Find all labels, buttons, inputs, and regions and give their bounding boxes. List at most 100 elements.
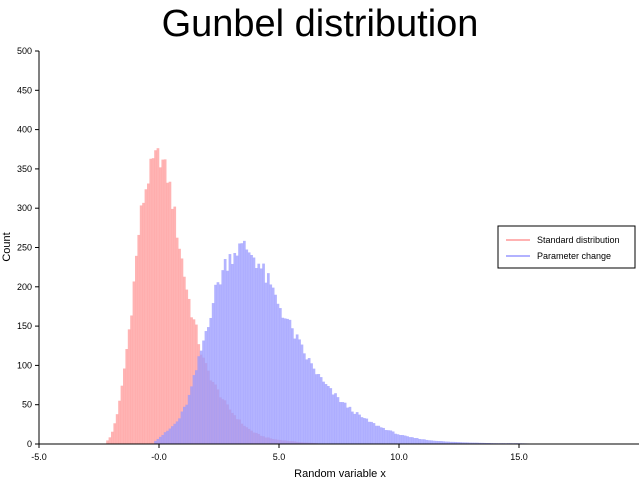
- histogram-bar: [178, 248, 181, 444]
- histogram-bar: [187, 394, 191, 444]
- legend-label-standard: Standard distribution: [537, 235, 620, 245]
- histogram-bar: [264, 282, 268, 444]
- legend-box: [497, 225, 636, 269]
- histogram-bar: [391, 431, 395, 444]
- histogram-bar: [353, 413, 357, 444]
- histogram-bar: [204, 331, 208, 444]
- histogram-bar: [406, 436, 409, 444]
- histogram-bar: [216, 282, 220, 444]
- histogram-bar: [372, 423, 376, 444]
- histogram-bar: [459, 442, 462, 444]
- histogram-bar: [399, 435, 402, 444]
- histogram-bar: [384, 430, 388, 444]
- histogram-bar: [461, 442, 465, 444]
- histogram-bar: [454, 441, 457, 444]
- histogram-bar: [168, 181, 172, 444]
- y-tick-label: 350: [17, 164, 32, 174]
- histogram-bar: [411, 437, 414, 444]
- histogram-bar: [207, 327, 210, 444]
- histogram-bar: [233, 252, 237, 444]
- histogram-bar: [185, 404, 189, 444]
- histogram-bar: [166, 430, 169, 444]
- histogram-bar: [259, 268, 263, 444]
- histogram-bar: [360, 417, 364, 444]
- chart-title: Gunbel distribution: [162, 3, 479, 45]
- histogram-bar: [252, 257, 256, 444]
- histogram-bar: [209, 317, 213, 444]
- histogram-bar: [480, 442, 484, 444]
- histogram-bar: [437, 441, 441, 444]
- histogram-bar: [192, 375, 196, 444]
- histogram-bar: [293, 338, 297, 444]
- histogram-bar: [111, 431, 114, 444]
- histogram-bar: [415, 438, 419, 444]
- histogram-bar: [401, 435, 405, 444]
- histogram-bar: [183, 406, 186, 444]
- histogram-bar: [331, 394, 335, 444]
- histogram-bar: [389, 430, 393, 444]
- histogram-bar: [274, 294, 277, 444]
- histogram-bar: [228, 254, 232, 444]
- histogram-bar: [240, 243, 244, 444]
- histogram-bar: [231, 263, 234, 444]
- histogram-bar: [478, 442, 481, 444]
- histogram-bar: [343, 402, 347, 444]
- histogram-bar: [451, 441, 455, 444]
- histogram-bar: [135, 255, 138, 444]
- histogram-bar: [382, 427, 385, 444]
- histogram-bar: [161, 434, 165, 444]
- histogram-bar: [336, 397, 340, 444]
- histogram-bar: [257, 263, 261, 444]
- histogram-bar: [358, 414, 361, 444]
- y-tick-label: 500: [17, 46, 32, 56]
- histogram-bars: [106, 148, 544, 445]
- histogram-bar: [348, 406, 352, 444]
- histogram-bar: [435, 440, 438, 444]
- histogram-bar: [171, 208, 174, 444]
- x-tick-label: -0.0: [151, 452, 167, 462]
- histogram-bar: [171, 426, 174, 444]
- histogram-bar: [125, 349, 129, 444]
- histogram-bar: [214, 284, 217, 444]
- histogram-bar: [427, 440, 431, 444]
- histogram-bar: [423, 439, 426, 444]
- histogram-bar: [137, 234, 141, 444]
- histogram-bar: [394, 433, 397, 444]
- histogram-bar: [307, 358, 311, 444]
- histogram-bar: [430, 440, 433, 444]
- histogram-bar: [175, 237, 179, 444]
- histogram-bar: [159, 436, 162, 444]
- y-tick-label: 200: [17, 282, 32, 292]
- x-axis-label: Random variable x: [294, 468, 386, 480]
- histogram-bar: [475, 442, 479, 444]
- histogram-bar: [118, 400, 121, 444]
- histogram-bar: [425, 439, 429, 444]
- histogram-bar: [466, 442, 469, 444]
- histogram-bar: [173, 206, 177, 444]
- histogram-bar: [319, 377, 323, 444]
- histogram-bar: [346, 407, 349, 444]
- histogram-bar: [187, 298, 191, 444]
- y-tick-label: 50: [22, 400, 32, 410]
- histogram-bar: [420, 439, 424, 444]
- y-tick-label: 0: [27, 439, 32, 449]
- histogram-bar: [315, 374, 318, 444]
- histogram-bar: [310, 363, 313, 444]
- histogram-bar: [180, 258, 184, 444]
- histogram-bar: [341, 402, 345, 444]
- x-tick-label: 5.0: [273, 452, 286, 462]
- histogram-bar: [151, 158, 155, 444]
- legend: Standard distribution Parameter change: [497, 225, 636, 269]
- histogram-bar: [163, 159, 167, 445]
- histogram-bar: [279, 308, 282, 444]
- histogram-bar: [303, 353, 306, 444]
- histogram-bar: [156, 148, 160, 444]
- histogram-bar: [276, 303, 280, 444]
- histogram-bar: [286, 318, 289, 444]
- histogram-bar: [108, 437, 112, 444]
- y-tick-label: 100: [17, 360, 32, 370]
- histogram-bar: [471, 442, 474, 444]
- histogram-bar: [327, 386, 330, 444]
- histogram-bar: [322, 381, 325, 444]
- x-tick-label: 15.0: [510, 452, 528, 462]
